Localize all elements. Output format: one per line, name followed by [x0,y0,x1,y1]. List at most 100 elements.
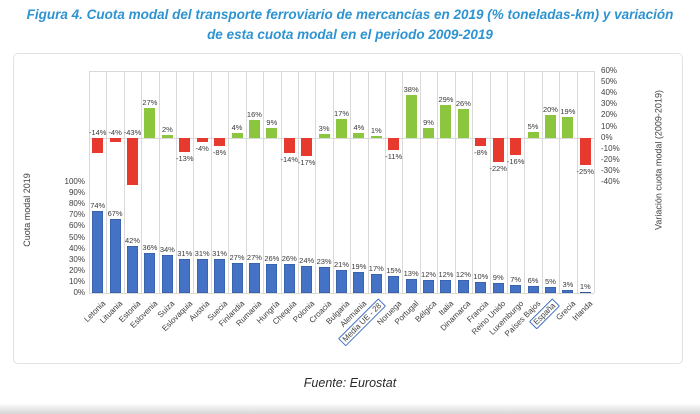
right-axis-tick: 40% [601,88,618,98]
variation-bar-negative [301,137,313,157]
left-axis-tick: 40% [68,243,85,253]
page-bottom-shadow [0,403,700,414]
column-gridline [541,71,543,293]
variation-bar-label: 17% [333,108,349,118]
share-bar [388,276,400,293]
variation-bar-label: 29% [438,95,454,105]
right-axis-tick: -30% [601,165,620,175]
column-gridline [385,71,387,293]
variation-bar-positive [527,132,539,138]
share-bar [440,279,452,293]
variation-bar-label: 20% [542,105,558,115]
variation-bar-label: -25% [576,167,595,177]
column-gridline [437,71,439,293]
column-gridline [297,71,299,293]
figure-title-line1: Figura 4. Cuota modal del transporte fer… [26,7,674,22]
share-bar-label: 21% [333,259,349,269]
share-bar [562,289,574,293]
share-bar-label: 17% [368,264,384,274]
share-bar-label: 36% [142,243,158,253]
share-bar-label: 23% [316,257,332,267]
variation-bar-negative [388,137,400,150]
share-bar [492,283,504,293]
left-axis-tick: 80% [68,199,85,209]
column-gridline [280,71,282,293]
column-gridline [106,71,108,293]
share-bar-label: 12% [455,269,471,279]
variation-bar-label: 2% [161,125,173,135]
variation-bar-positive [266,127,278,138]
variation-bar-label: -13% [176,154,194,164]
variation-bar-negative [179,137,191,153]
share-bar [92,210,104,293]
share-bar [283,264,295,293]
right-axis-tick: 20% [601,110,618,120]
share-bar [510,285,522,293]
column-gridline [559,71,561,293]
variation-bar-label: 38% [403,85,419,95]
variation-bar-positive [161,135,173,138]
share-bar-label: 27% [229,253,245,263]
share-bar [196,258,208,293]
variation-bar-label: -14% [280,155,298,165]
variation-bar-positive [405,95,417,138]
variation-bar-label: 9% [423,117,434,127]
left-axis-tick: 10% [68,276,85,286]
column-gridline [576,71,578,293]
column-gridline [245,71,247,293]
share-bar [266,264,278,293]
share-bar [109,218,121,293]
left-axis-tick: 0% [73,288,85,297]
column-gridline [158,71,160,293]
share-bar-label: 7% [510,275,522,285]
column-gridline [350,71,352,293]
column-gridline [315,71,317,293]
share-bar-label: 31% [212,248,228,258]
share-bar [336,269,347,293]
variation-bar-label: -43% [123,127,142,137]
share-bar-label: 26% [281,254,297,264]
figure-title-line2: de esta cuota modal en el periodo 2009-2… [207,27,493,43]
column-gridline [141,71,143,293]
right-axis-tick: -40% [601,177,620,186]
variation-bar-label: 1% [370,126,382,136]
variation-bar-label: -4% [195,144,209,154]
zero-gridline [89,137,594,139]
column-gridline [524,71,526,293]
left-axis-tick: 20% [68,265,85,275]
column-gridline [176,71,178,293]
variation-bar-label: -17% [297,158,316,168]
share-bar [423,279,435,293]
variation-bar-positive [318,134,330,138]
variation-bar-label: -14% [88,127,107,137]
share-bar-label: 74% [90,200,106,210]
variation-bar-negative [214,137,226,147]
column-gridline [193,71,195,293]
variation-bar-positive [423,127,435,138]
variation-bar-positive [457,108,469,138]
left-axis-tick: 70% [68,210,85,220]
figure-title: Figura 4. Cuota modal del transporte fer… [0,5,700,46]
share-bar-label: 5% [545,277,556,287]
share-bar [457,279,469,293]
share-bar-label: 6% [527,276,539,286]
column-gridline [228,71,230,293]
share-bar [475,281,487,293]
variation-bar-negative [196,137,208,143]
variation-bar-positive [440,105,452,138]
variation-bar-positive [562,116,574,138]
share-bar [161,255,173,293]
column-gridline [210,71,212,293]
variation-bar-label: 4% [353,123,365,133]
variation-bar-negative [109,137,121,143]
variation-bar-positive [231,133,243,138]
left-axis-tick: 30% [68,254,85,264]
share-bar-label: 10% [473,271,489,281]
variation-bar-label: -4% [108,127,122,137]
share-bar-label: 34% [159,245,175,255]
share-bar-label: 9% [492,273,504,282]
variation-bar-label: -11% [385,151,403,161]
share-bar [214,258,226,293]
variation-bar-label: -8% [212,148,227,158]
right-axis-tick: 50% [601,77,618,87]
